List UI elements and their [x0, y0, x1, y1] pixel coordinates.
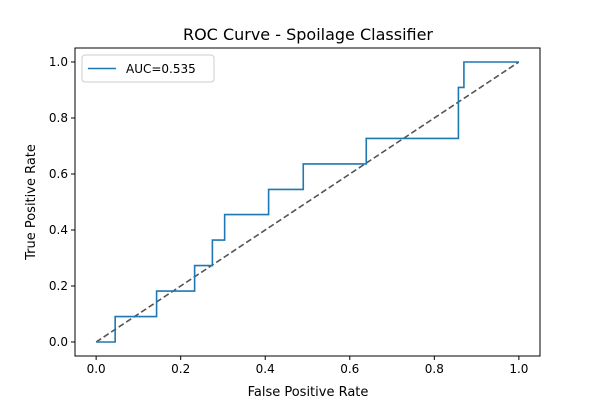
y-tick-label: 0.8 — [49, 111, 68, 125]
x-tick-label: 0.4 — [256, 362, 275, 376]
legend: AUC=0.535 — [81, 54, 215, 83]
chart-title: ROC Curve - Spoilage Classifier — [183, 25, 433, 44]
x-tick-label: 0.0 — [87, 362, 106, 376]
x-tick-label: 0.2 — [171, 362, 190, 376]
roc-curve-line — [96, 61, 519, 343]
x-tick-label: 0.6 — [340, 362, 359, 376]
y-tick-label: 1.0 — [49, 55, 68, 69]
x-tick-label: 0.8 — [425, 362, 444, 376]
y-tick-label: 0.0 — [49, 335, 68, 349]
x-tick-label: 1.0 — [509, 362, 528, 376]
x-axis-label: False Positive Rate — [248, 385, 369, 400]
legend-box — [81, 54, 215, 83]
chance-diagonal-line — [95, 61, 520, 343]
y-axis-label: True Positive Rate — [24, 144, 39, 261]
y-tick-label: 0.2 — [49, 279, 68, 293]
plot-frame — [74, 47, 541, 357]
y-tick-label: 0.6 — [49, 167, 68, 181]
legend-label: AUC=0.535 — [126, 62, 196, 76]
y-tick-label: 0.4 — [49, 223, 68, 237]
